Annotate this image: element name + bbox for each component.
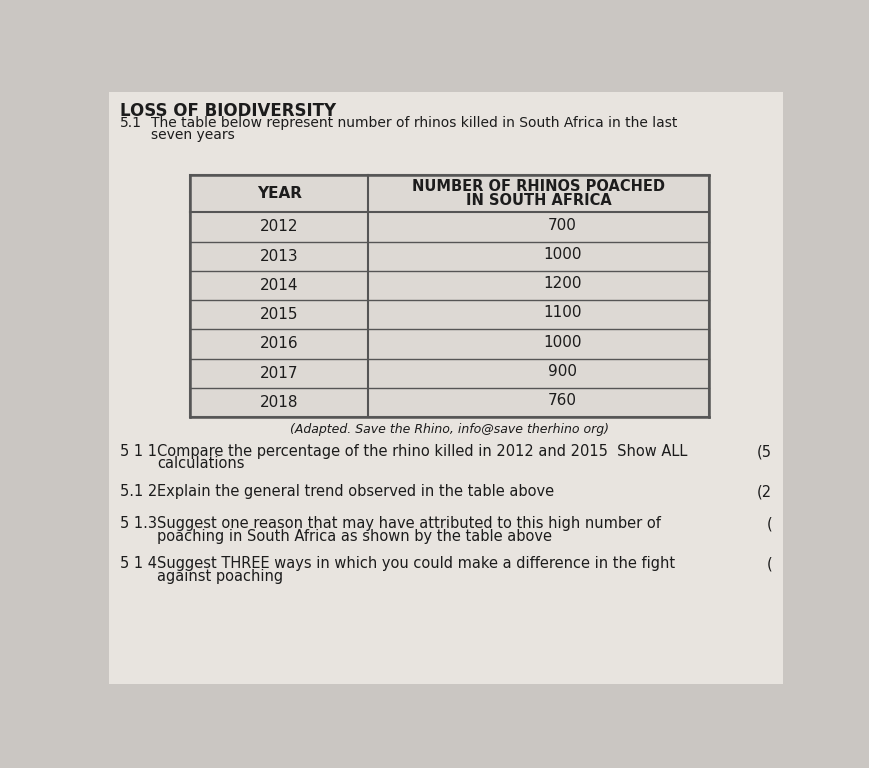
Text: (2: (2: [756, 484, 772, 499]
Text: (: (: [766, 557, 772, 571]
Text: 1100: 1100: [542, 306, 580, 320]
Text: 5 1.3: 5 1.3: [120, 516, 157, 531]
Text: against poaching: against poaching: [156, 569, 282, 584]
Text: 2018: 2018: [260, 395, 298, 410]
Bar: [190, 175, 708, 417]
Text: 700: 700: [547, 217, 576, 233]
Text: Suggest one reason that may have attributed to this high number of: Suggest one reason that may have attribu…: [156, 516, 660, 531]
Text: 2012: 2012: [260, 220, 298, 234]
Text: 5.1: 5.1: [120, 116, 143, 130]
Text: 2015: 2015: [260, 307, 298, 323]
Text: 760: 760: [547, 393, 576, 409]
Text: Suggest THREE ways in which you could make a difference in the fight: Suggest THREE ways in which you could ma…: [156, 557, 674, 571]
Text: 2017: 2017: [260, 366, 298, 381]
Text: The table below represent number of rhinos killed in South Africa in the last: The table below represent number of rhin…: [151, 116, 677, 130]
Text: 900: 900: [547, 364, 576, 379]
Text: 5.1 2: 5.1 2: [120, 484, 157, 499]
Text: poaching in South Africa as shown by the table above: poaching in South Africa as shown by the…: [156, 528, 551, 544]
Text: 1000: 1000: [542, 247, 580, 262]
Text: seven years: seven years: [151, 127, 235, 141]
Text: YEAR: YEAR: [256, 187, 302, 201]
Text: 2014: 2014: [260, 278, 298, 293]
Text: Compare the percentage of the rhino killed in 2012 and 2015  Show ALL: Compare the percentage of the rhino kill…: [156, 444, 687, 459]
Text: Explain the general trend observed in the table above: Explain the general trend observed in th…: [156, 484, 554, 499]
Text: NUMBER OF RHINOS POACHED: NUMBER OF RHINOS POACHED: [412, 180, 665, 194]
Text: LOSS OF BIODIVERSITY: LOSS OF BIODIVERSITY: [120, 102, 336, 120]
Text: (: (: [766, 516, 772, 531]
Text: (Adapted. Save the Rhino, info@save therhino org): (Adapted. Save the Rhino, info@save ther…: [290, 423, 608, 436]
Text: 5 1 1: 5 1 1: [120, 444, 157, 459]
Text: (5: (5: [756, 444, 772, 459]
Text: 1200: 1200: [542, 276, 580, 291]
Text: 2016: 2016: [260, 336, 298, 352]
Text: calculations: calculations: [156, 456, 244, 472]
Text: 1000: 1000: [542, 335, 580, 349]
Text: 5 1 4: 5 1 4: [120, 557, 157, 571]
Text: 2013: 2013: [260, 249, 298, 263]
Text: IN SOUTH AFRICA: IN SOUTH AFRICA: [466, 194, 611, 208]
